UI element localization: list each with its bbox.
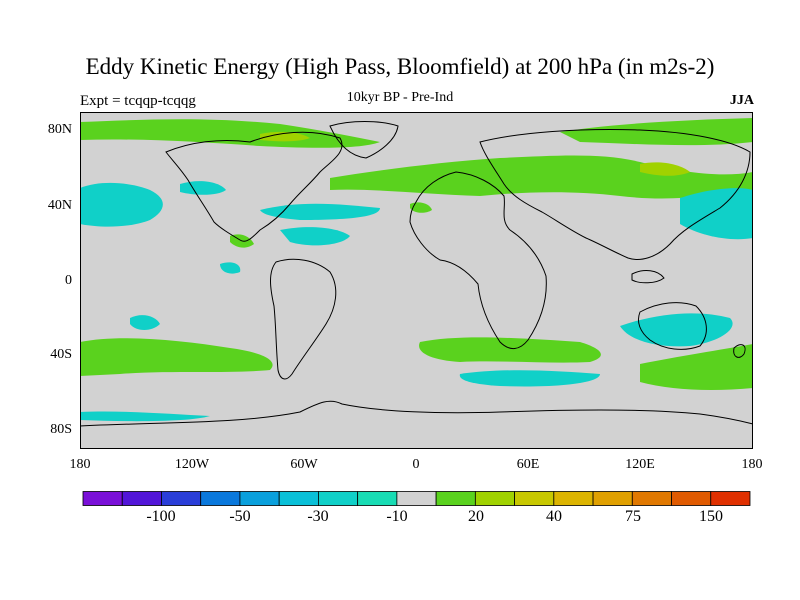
colorbar-swatch bbox=[631, 491, 672, 506]
tropical-pacific-cyan bbox=[220, 262, 241, 274]
north-atlantic-cyan bbox=[260, 203, 380, 220]
colorbar-swatch bbox=[278, 491, 319, 506]
south-pacific-cyan bbox=[130, 315, 160, 330]
colorbar-label: -50 bbox=[229, 508, 251, 525]
antarctic-cyan bbox=[80, 411, 210, 422]
lon-label-60w: 60W bbox=[290, 457, 318, 472]
australia-coast bbox=[637, 302, 707, 350]
arctic-eurasia-band bbox=[560, 118, 753, 146]
colorbar-swatch bbox=[239, 491, 280, 506]
colorbar bbox=[82, 491, 751, 506]
south-pacific-band-east bbox=[640, 344, 753, 390]
colorbar-label: 150 bbox=[699, 508, 723, 525]
experiment-label: Expt = tcqqp-tcqqg bbox=[80, 93, 196, 109]
lat-label-80s: 80S bbox=[50, 422, 72, 437]
coastlines bbox=[80, 121, 753, 427]
south-atlantic-band bbox=[419, 337, 601, 363]
colorbar-swatch bbox=[435, 491, 476, 506]
arctic-pacific-band bbox=[80, 119, 380, 148]
colorbar-swatch bbox=[514, 491, 555, 506]
lon-label-180w: 180 bbox=[69, 457, 91, 472]
colorbar-swatch bbox=[200, 491, 241, 506]
lat-label-0: 0 bbox=[65, 273, 72, 288]
greenland-coast bbox=[329, 121, 399, 159]
europe-africa-coast bbox=[409, 171, 547, 349]
map-panel bbox=[80, 112, 753, 449]
iberia-patch bbox=[410, 202, 432, 213]
atlantic-subtropic-cyan bbox=[280, 227, 350, 246]
southern-ocean-cyan bbox=[459, 370, 600, 387]
north-pacific-cyan-west bbox=[80, 182, 163, 227]
colorbar-swatch bbox=[121, 491, 162, 506]
lat-label-80n: 80N bbox=[47, 122, 72, 137]
lon-label-120e: 120E bbox=[625, 457, 655, 472]
south-america-coast bbox=[270, 258, 337, 380]
colorbar-label: -30 bbox=[307, 508, 329, 525]
colorbar-swatch bbox=[592, 491, 633, 506]
colorbar-swatch bbox=[553, 491, 594, 506]
maritime-coast bbox=[631, 270, 665, 284]
colorbar-swatch bbox=[710, 491, 751, 506]
colorbar-swatch bbox=[318, 491, 359, 506]
colorbar-swatch bbox=[396, 491, 437, 506]
colorbar-swatch bbox=[82, 491, 123, 506]
map-title: Eddy Kinetic Energy (High Pass, Bloomfie… bbox=[85, 54, 715, 79]
colorbar-swatch bbox=[474, 491, 515, 506]
lon-label-0: 0 bbox=[412, 457, 420, 472]
colorbar-label: -10 bbox=[386, 508, 408, 525]
pacific-jet-cyan bbox=[180, 181, 226, 195]
colorbar-swatch bbox=[671, 491, 712, 506]
lon-label-180e: 180 bbox=[741, 457, 763, 472]
colorbar-label: 40 bbox=[546, 508, 562, 525]
colorbar-label: 75 bbox=[625, 508, 641, 525]
north-pacific-cyan-east bbox=[680, 188, 753, 240]
antarctica-coast bbox=[80, 400, 753, 427]
map-frame bbox=[80, 112, 753, 449]
season-label: JJA bbox=[729, 93, 754, 108]
lat-label-40n: 40N bbox=[47, 198, 72, 213]
new-zealand-coast bbox=[733, 344, 746, 358]
colorbar-swatch bbox=[357, 491, 398, 506]
south-pacific-band-west bbox=[80, 338, 273, 376]
colorbar-label: 20 bbox=[468, 508, 484, 525]
north-america-coast bbox=[165, 131, 343, 242]
colorbar-label: -100 bbox=[146, 508, 176, 525]
colorbar-swatch bbox=[161, 491, 202, 506]
map-subtitle: 10kyr BP - Pre-Ind bbox=[346, 90, 454, 105]
lon-label-120w: 120W bbox=[174, 457, 210, 472]
strong-positive-regions bbox=[260, 131, 690, 176]
asia-coast bbox=[479, 129, 751, 260]
lon-label-60e: 60E bbox=[516, 457, 540, 472]
lat-label-40s: 40S bbox=[50, 347, 72, 362]
